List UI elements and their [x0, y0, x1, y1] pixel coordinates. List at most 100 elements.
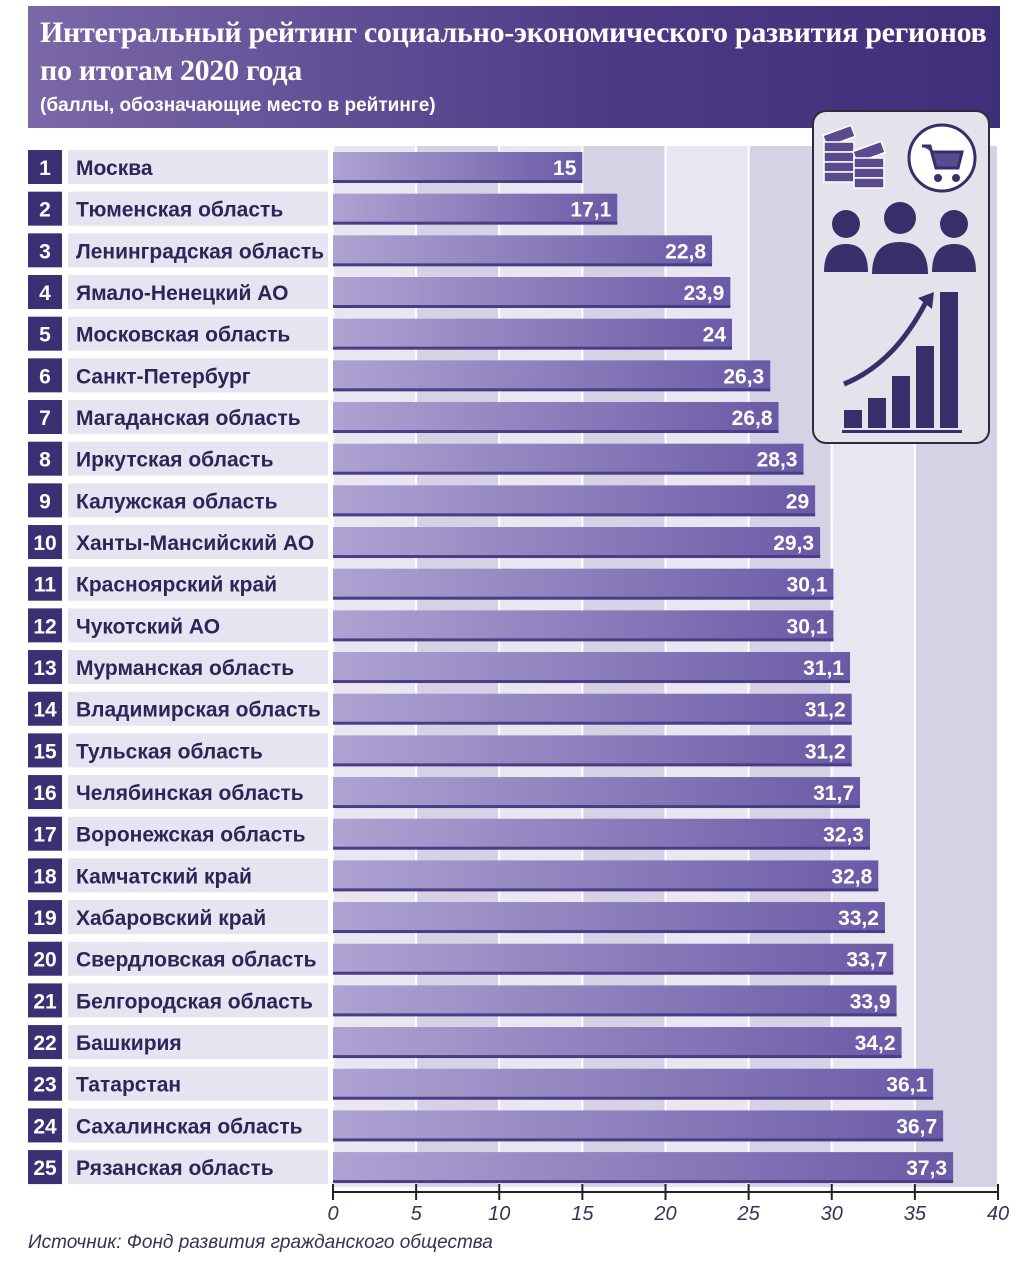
rank-box [28, 441, 62, 476]
bar [333, 1027, 902, 1058]
region-label: Калужская область [76, 490, 278, 513]
bar-underline [333, 763, 852, 767]
region-label: Свердловская область [76, 949, 317, 972]
region-label-bg [68, 400, 328, 435]
value-label: 15 [553, 157, 577, 180]
region-label-bg [68, 691, 328, 726]
bar [333, 193, 618, 224]
region-label: Мурманская область [76, 657, 294, 680]
bar-underline [333, 555, 821, 559]
bar [333, 902, 885, 933]
region-label-bg [68, 816, 328, 851]
region-label: Камчатский край [76, 865, 252, 888]
region-label-bg [68, 983, 328, 1018]
value-label: 29,3 [773, 532, 814, 555]
bar-underline [333, 221, 618, 225]
bar-underline [333, 180, 583, 183]
region-label-bg [68, 1066, 328, 1101]
rank-number: 18 [33, 865, 57, 888]
region-label-bg [68, 733, 328, 768]
bar [333, 277, 731, 308]
bar-underline [333, 846, 870, 850]
bar-underline [333, 263, 713, 267]
value-label: 33,7 [846, 949, 887, 972]
region-label: Иркутская область [76, 449, 274, 472]
rank-box [28, 400, 62, 435]
region-label-bg [68, 941, 328, 976]
rank-number: 24 [33, 1115, 57, 1138]
region-label: Московская область [76, 324, 290, 347]
region-label: Красноярский край [76, 574, 277, 597]
rank-number: 22 [33, 1032, 56, 1055]
bar [333, 527, 821, 558]
rank-box [28, 1108, 62, 1143]
x-tick-label: 40 [987, 1203, 1009, 1225]
rank-box [28, 1150, 62, 1185]
x-tick-label: 15 [571, 1203, 594, 1225]
region-label: Чукотский АО [76, 615, 220, 638]
value-label: 31,7 [813, 782, 854, 805]
rank-box [28, 733, 62, 768]
bar [333, 1152, 954, 1183]
bar [333, 652, 851, 683]
rank-number: 17 [33, 824, 56, 847]
bar [333, 777, 861, 808]
region-label-bg [68, 900, 328, 935]
bar-underline [333, 680, 851, 684]
x-tick-label: 0 [327, 1203, 338, 1225]
bar-underline [333, 471, 804, 475]
value-label: 37,3 [906, 1157, 947, 1180]
value-label: 36,1 [886, 1074, 927, 1097]
bar-underline [333, 305, 731, 309]
region-label-bg [68, 775, 328, 810]
chart-title: Интегральный рейтинг социально-экономиче… [40, 16, 987, 87]
bar [333, 735, 852, 766]
region-label-bg [68, 233, 328, 268]
rank-number: 20 [33, 949, 56, 972]
bar-underline [333, 388, 771, 392]
bar [333, 610, 834, 641]
bar [333, 318, 732, 349]
bar-underline [333, 596, 834, 600]
bar [333, 693, 852, 724]
bar [333, 443, 804, 474]
region-label-bg [68, 858, 328, 893]
region-label: Магаданская область [76, 407, 301, 430]
rank-box [28, 233, 62, 268]
region-label-bg [68, 316, 328, 351]
rank-box [28, 358, 62, 393]
bar [333, 485, 816, 516]
region-label: Ямало-Ненецкий АО [76, 282, 288, 305]
region-label: Владимирская область [76, 699, 321, 722]
rank-box [28, 941, 62, 976]
bar-underline [333, 805, 861, 809]
bar-underline [333, 1013, 897, 1017]
bar [333, 1110, 944, 1141]
rank-box [28, 316, 62, 351]
value-label: 32,8 [831, 865, 872, 888]
x-tick-label: 35 [904, 1203, 927, 1225]
rank-number: 15 [33, 740, 57, 763]
bar-underline [333, 971, 894, 975]
bar-underline [333, 638, 834, 642]
region-label-bg [68, 358, 328, 393]
rank-number: 4 [39, 282, 51, 305]
bar [333, 235, 713, 266]
rank-number: 2 [39, 199, 51, 222]
rank-number: 25 [33, 1157, 57, 1180]
bar-underline [333, 346, 732, 350]
bar [333, 1068, 934, 1099]
bar-underline [333, 721, 852, 725]
bar [333, 818, 870, 849]
region-label: Тульская область [76, 740, 263, 763]
region-label: Хабаровский край [76, 907, 266, 930]
region-label: Башкирия [76, 1032, 182, 1055]
rank-box [28, 816, 62, 851]
region-label-bg [68, 483, 328, 518]
rank-box [28, 775, 62, 810]
bar-underline [333, 513, 816, 517]
bar [333, 985, 897, 1016]
x-tick-label: 25 [737, 1203, 761, 1225]
shopping-cart-icon [907, 123, 977, 193]
region-label-bg [68, 525, 328, 560]
